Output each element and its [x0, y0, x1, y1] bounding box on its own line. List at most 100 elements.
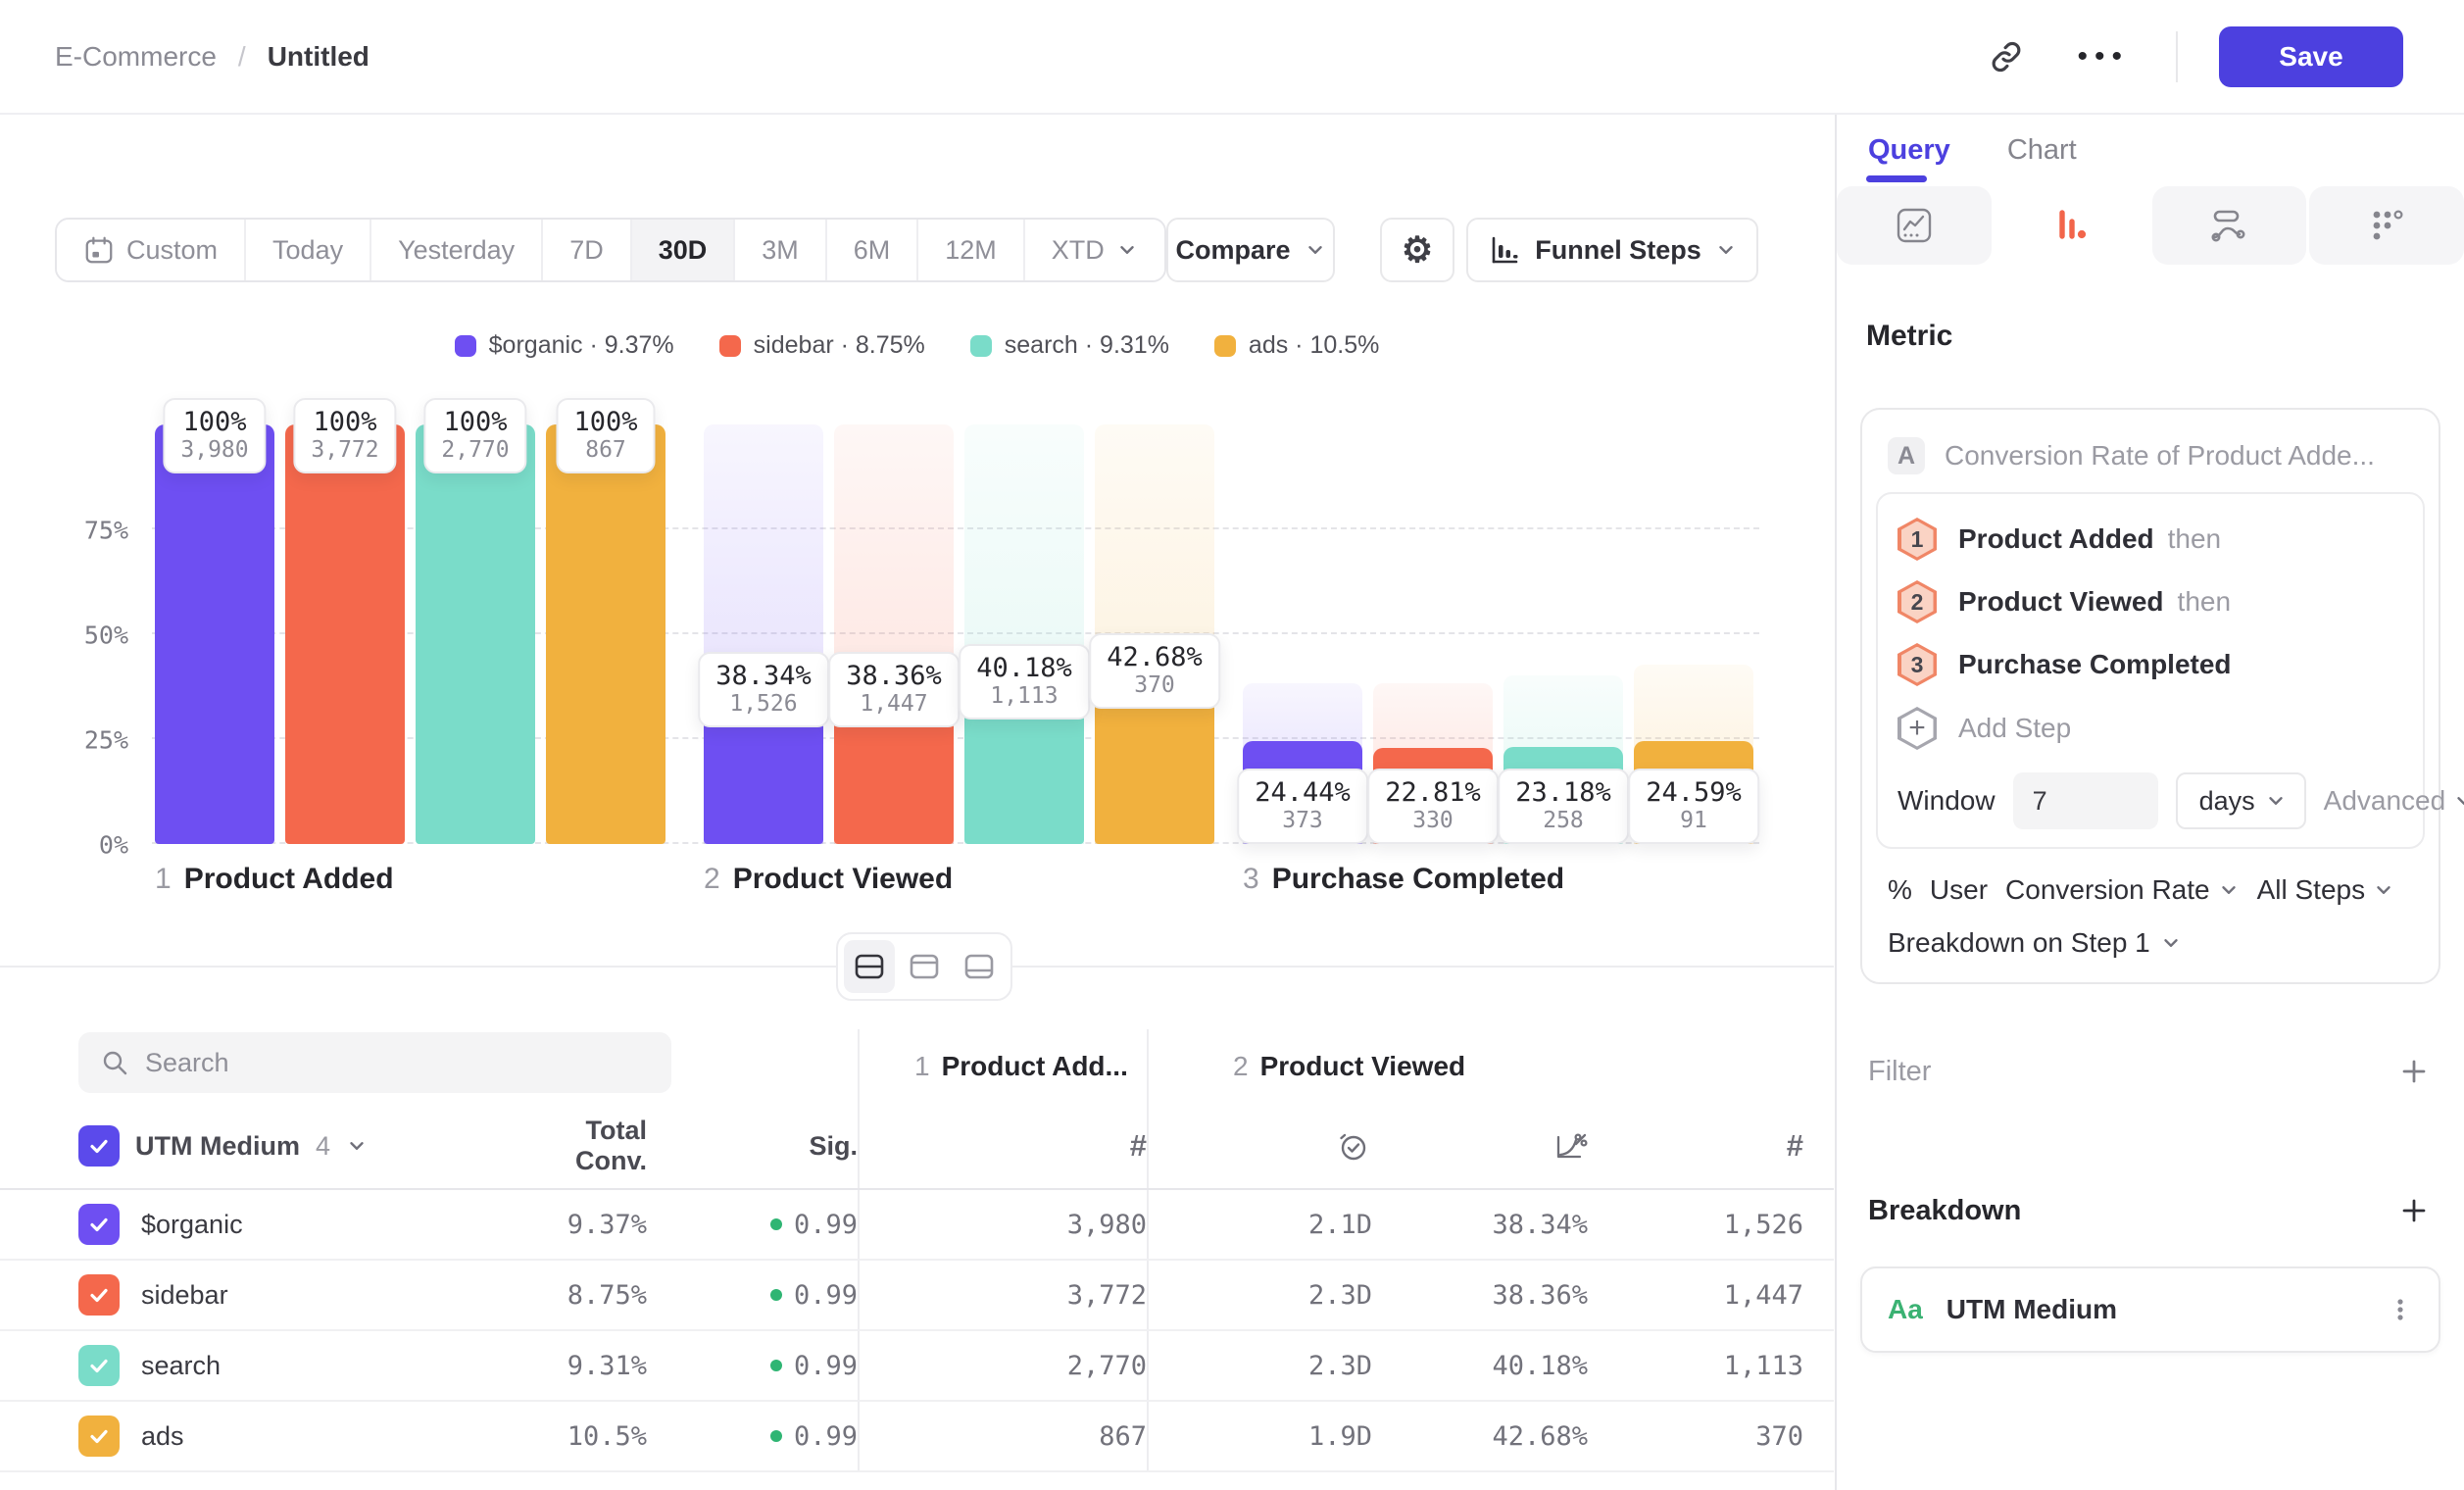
- bar-sidebar-step1[interactable]: 100% 3,772: [285, 398, 405, 844]
- step2-time-header[interactable]: [1171, 1127, 1372, 1165]
- range-tab-3m[interactable]: 3M: [735, 220, 827, 280]
- legend-item-organic[interactable]: $organic · 9.37%: [454, 331, 674, 360]
- bar-ads-step2[interactable]: 42.68% 370: [1089, 424, 1220, 844]
- row-checkbox[interactable]: [78, 1274, 120, 1316]
- bar-sidebar-step2[interactable]: 38.36% 1,447: [828, 424, 960, 844]
- breakdown-property-card[interactable]: Aa UTM Medium: [1860, 1266, 2440, 1353]
- avg-time-icon: [1335, 1127, 1372, 1165]
- total-conv-header[interactable]: Total Conv.: [575, 1116, 647, 1175]
- advanced-toggle[interactable]: Advanced: [2324, 785, 2464, 817]
- save-button[interactable]: Save: [2219, 25, 2403, 87]
- breakdown-table: 1 Product Add... 2 Product Viewed UTM Me…: [0, 1029, 1834, 1472]
- bar-organic-step2[interactable]: 38.34% 1,526: [698, 424, 829, 844]
- metric-title-row[interactable]: A Conversion Rate of Product Adde...: [1876, 427, 2425, 492]
- range-tab-custom[interactable]: Custom: [57, 220, 247, 280]
- kebab-menu-icon[interactable]: [2388, 1297, 2413, 1322]
- bar-organic-step3[interactable]: 24.44% 373: [1237, 424, 1368, 844]
- add-step-button[interactable]: + Add Step: [1897, 696, 2403, 761]
- step1-count-header[interactable]: #: [883, 1128, 1147, 1164]
- bar-sidebar-step3[interactable]: 22.81% 330: [1367, 424, 1499, 844]
- sig-header[interactable]: Sig.: [809, 1130, 858, 1161]
- measure-type-select[interactable]: Conversion Rate: [2005, 874, 2240, 906]
- legend-item-ads[interactable]: ads · 10.5%: [1213, 331, 1379, 360]
- gridline: [152, 527, 1759, 529]
- range-tab-7d[interactable]: 7D: [543, 220, 632, 280]
- bar-search-step3[interactable]: 23.18% 258: [1498, 424, 1629, 844]
- chart-type-selector[interactable]: Funnel Steps: [1466, 218, 1758, 282]
- bar-search-step2[interactable]: 40.18% 1,113: [959, 424, 1090, 844]
- range-tab-today[interactable]: Today: [246, 220, 372, 280]
- bar-ads-step3[interactable]: 24.59% 91: [1628, 424, 1759, 844]
- legend-swatch: [969, 334, 992, 357]
- split-view-icon: [852, 949, 887, 984]
- row-checkbox[interactable]: [78, 1345, 120, 1386]
- tab-query[interactable]: Query: [1866, 134, 1950, 186]
- select-all-checkbox[interactable]: [78, 1125, 120, 1167]
- sig-dot: [769, 1430, 782, 1442]
- measure-user[interactable]: User: [1929, 874, 1989, 905]
- legend-item-search[interactable]: search · 9.31%: [969, 331, 1169, 360]
- step2-pct-header[interactable]: [1372, 1127, 1588, 1165]
- window-value-input[interactable]: [2012, 772, 2158, 829]
- range-tab-30d[interactable]: 30D: [631, 220, 736, 280]
- range-tab-xtd[interactable]: XTD: [1024, 220, 1164, 280]
- step2-count-header[interactable]: #: [1588, 1128, 1803, 1164]
- query-step-3[interactable]: 3 Purchase Completed: [1897, 633, 2403, 696]
- compare-button[interactable]: Compare: [1166, 218, 1335, 282]
- share-link-button[interactable]: [1983, 33, 2030, 80]
- table-row-ads[interactable]: ads 10.5% 0.99 867 1.9D 42.68% 370: [0, 1402, 1834, 1472]
- breakdown-label: Breakdown: [1868, 1194, 2022, 1226]
- bar-value-label: 40.18% 1,113: [959, 644, 1090, 720]
- step2-time-cell: 2.3D: [1307, 1279, 1372, 1311]
- tab-line-chart[interactable]: [1837, 186, 1992, 265]
- measure-scope-select[interactable]: All Steps: [2257, 874, 2395, 906]
- bar-search-step1[interactable]: 100% 2,770: [416, 398, 535, 844]
- split-view-toggle[interactable]: [844, 940, 895, 993]
- step1-count-cell: 2,770: [1066, 1350, 1147, 1381]
- range-tab-12m[interactable]: 12M: [918, 220, 1025, 280]
- bar-fill: [285, 424, 405, 844]
- bar-organic-step1[interactable]: 100% 3,980: [155, 398, 274, 844]
- bar-ads-step1[interactable]: 100% 867: [546, 398, 665, 844]
- range-tab-yesterday[interactable]: Yesterday: [371, 220, 544, 280]
- table-only-view-toggle[interactable]: [954, 940, 1005, 993]
- more-actions-button[interactable]: •••: [2071, 34, 2135, 79]
- gridline: [152, 842, 1759, 844]
- table-row-sidebar[interactable]: sidebar 8.75% 0.99 3,772 2.3D 38.36% 1,447: [0, 1261, 1834, 1331]
- step-number-badge: 1: [1897, 518, 1937, 561]
- sig-cell: 0.99: [647, 1421, 858, 1452]
- hash-icon: #: [1786, 1128, 1803, 1163]
- legend-item-sidebar[interactable]: sidebar · 8.75%: [718, 331, 925, 360]
- window-unit-select[interactable]: days: [2175, 772, 2306, 829]
- app-header: E-Commerce / Untitled ••• Save: [0, 0, 2464, 115]
- time-range-tabs: Custom Today Yesterday 7D 30D 3M 6M 12M XTD: [55, 218, 1166, 282]
- chart-only-view-toggle[interactable]: [899, 940, 950, 993]
- search-input[interactable]: [145, 1047, 650, 1078]
- row-checkbox[interactable]: [78, 1204, 120, 1245]
- group-by-header[interactable]: UTM Medium 4: [78, 1125, 519, 1167]
- chart-settings-button[interactable]: ⚙: [1380, 218, 1454, 282]
- add-breakdown-button[interactable]: [2395, 1192, 2433, 1229]
- query-step-1[interactable]: 1 Product Added then: [1897, 508, 2403, 571]
- tab-grid-chart[interactable]: [2309, 186, 2464, 265]
- range-tab-6m[interactable]: 6M: [826, 220, 919, 280]
- query-step-2[interactable]: 2 Product Viewed then: [1897, 571, 2403, 633]
- metric-heading: Metric: [1866, 320, 1953, 352]
- row-checkbox[interactable]: [78, 1416, 120, 1457]
- step2-time-cell: 1.9D: [1307, 1420, 1372, 1452]
- dots-grid-icon: [2367, 206, 2406, 245]
- breadcrumb-project[interactable]: E-Commerce: [55, 40, 217, 72]
- total-conv-cell: 9.31%: [567, 1350, 647, 1381]
- tab-chart[interactable]: Chart: [2006, 134, 2077, 166]
- bar-value-label: 100% 867: [556, 398, 656, 473]
- tab-flows-chart[interactable]: [2151, 186, 2307, 265]
- table-row-organic[interactable]: $organic 9.37% 0.99 3,980 2.1D 38.34% 1,526: [0, 1190, 1834, 1261]
- breakdown-on-select[interactable]: Breakdown on Step 1: [1876, 906, 2425, 963]
- breadcrumb-page-title[interactable]: Untitled: [267, 40, 370, 72]
- legend-swatch: [718, 334, 741, 357]
- step2-count-cell: 370: [1755, 1420, 1803, 1452]
- table-row-search[interactable]: search 9.31% 0.99 2,770 2.3D 40.18% 1,113: [0, 1331, 1834, 1402]
- tab-funnel-chart[interactable]: [1994, 186, 2149, 265]
- add-filter-button[interactable]: [2395, 1053, 2433, 1090]
- y-axis-tick: 25%: [83, 725, 128, 755]
